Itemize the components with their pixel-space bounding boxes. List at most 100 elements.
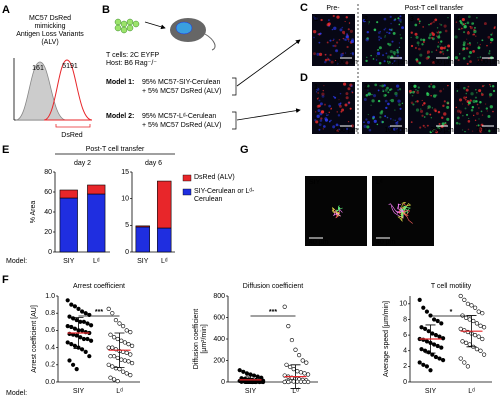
micrograph-speck [467,15,471,19]
micrograph-speck [386,31,388,34]
data-point [474,347,480,352]
micrograph-speck [420,109,424,113]
micrograph-speck [319,32,322,35]
micrograph-speck [330,107,332,109]
micrograph-speck [316,114,320,118]
micrograph-speck [321,92,325,96]
micrograph-speck [342,30,346,34]
micrograph-speck [446,101,450,105]
image-number: 1 [314,84,318,91]
y-tick-label: 0.8 [45,310,55,317]
micrograph-speck [377,99,381,103]
micrograph-speck [321,94,325,98]
bracket [55,124,91,128]
micrograph-speck [426,52,429,55]
micrograph-speck [393,53,396,56]
panel-a-title: Antigen Loss Variants [16,31,84,38]
data-point [298,379,304,384]
micrograph-speck [313,36,315,39]
micrograph-speck [338,124,341,127]
data-point [286,324,291,329]
micrograph-speck [490,33,493,36]
pre-label: Pre- [326,5,340,12]
micrograph-speck [435,49,438,51]
micrograph-speck [476,125,478,127]
legend-swatch [182,188,192,196]
micrograph-speck [389,49,393,54]
y-axis-title: Diffusion coefficient [193,309,200,369]
micrograph-speck [386,86,389,90]
micrograph-speck [371,99,375,103]
micrograph-speck [468,42,471,45]
micrograph-speck [479,56,482,58]
data-point [241,369,246,374]
micrograph-speck [333,26,337,30]
micrograph-speck [465,47,469,50]
image-number: 3 [410,84,414,91]
data-point [130,343,135,348]
micrograph-speck [465,92,468,95]
y-tick-label: 4 [403,348,407,355]
micrograph-speck [398,23,401,26]
data-point [417,360,422,365]
arrow [144,21,166,30]
micrograph-speck [336,15,340,19]
micrograph-speck [437,41,440,43]
micrograph-speck [399,34,401,36]
micrograph-speck [458,53,461,55]
micrograph-speck [376,51,381,56]
scale-label: 200 µm [430,127,454,134]
micrograph-speck [442,53,445,55]
micrograph-speck [432,129,434,131]
micrograph-speck [391,40,394,43]
data-point [128,373,133,378]
micrograph-speck [331,28,334,31]
micrograph-speck [443,88,445,90]
data-point [458,356,463,361]
micrograph-speck [315,111,317,113]
data-point [108,375,113,380]
micrograph-speck [378,46,382,50]
micrograph-speck [439,43,441,45]
data-point [423,326,428,331]
micrograph-speck [347,87,351,91]
micrograph-speck [481,39,484,42]
micrograph-speck [366,30,370,34]
micrograph-speck [362,19,366,23]
micrograph-speck [323,125,326,128]
micrograph-speck [324,60,327,64]
micrograph-speck [463,86,466,90]
data-point [437,334,442,339]
micrograph-speck [479,101,482,104]
micrograph-speck [465,96,468,99]
micrograph-speck [378,39,381,41]
micrograph-speck [423,102,426,105]
micrograph-speck [446,105,450,109]
data-point [302,379,307,384]
micrograph-speck [399,107,402,110]
micrograph-speck [486,44,488,47]
micrograph-speck [417,86,420,89]
micrograph-speck [475,112,479,116]
micrograph-speck [455,21,458,23]
data-point [110,345,115,350]
micrograph-speck [444,29,448,33]
micrograph-speck [469,51,473,54]
micrograph-speck [389,117,392,120]
tumor [175,21,193,35]
cell-icon [126,18,134,26]
micrograph-speck [337,114,341,117]
micrograph-speck [431,22,433,24]
model-name: Model 2: [106,113,134,120]
micrograph-speck [320,117,323,120]
micrograph-speck [421,99,423,102]
micrograph-speck [343,33,345,35]
micrograph-speck [363,121,365,123]
micrograph-speck [422,38,426,42]
micrograph-speck [400,36,403,40]
micrograph-speck [379,85,381,87]
micrograph-speck [410,44,414,48]
micrograph-speck [440,23,443,26]
micrograph-speck [469,25,471,28]
data-point [85,321,90,326]
